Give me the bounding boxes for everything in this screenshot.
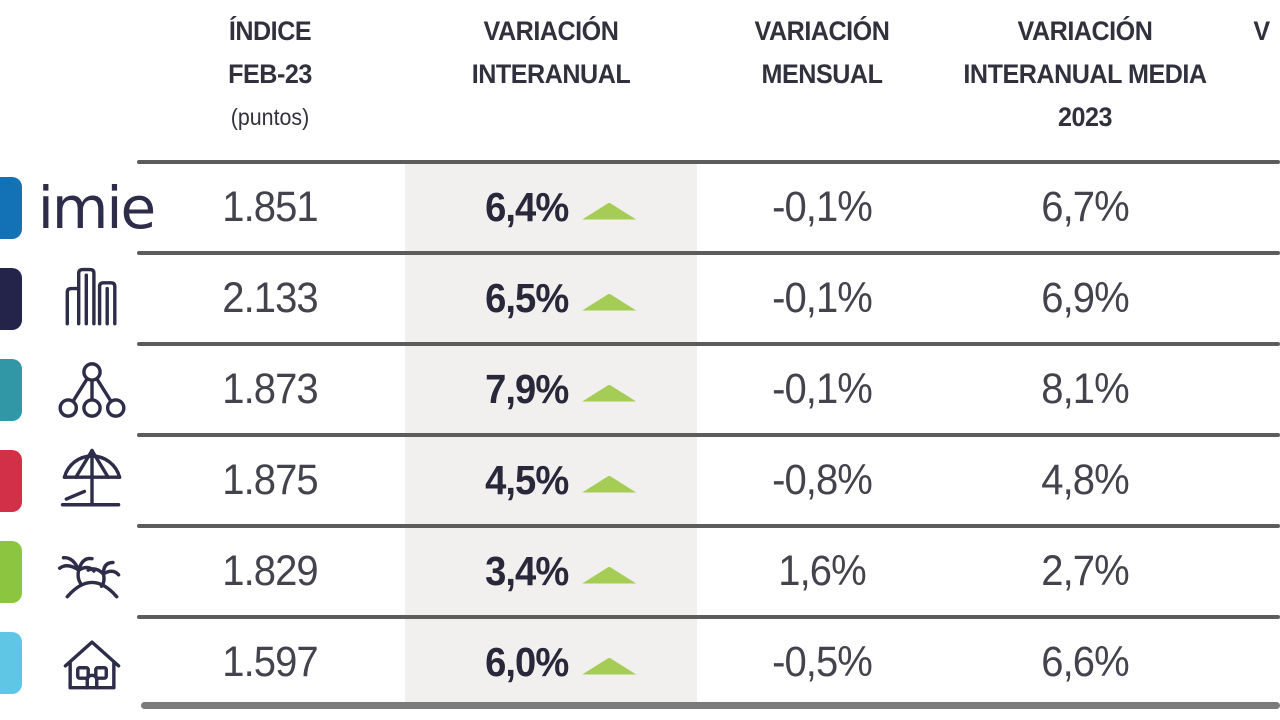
row-rule-4	[137, 524, 1280, 528]
row-rule-1	[137, 251, 1280, 255]
media-value: 4,8%	[1041, 456, 1129, 504]
indice-value: 1.829	[222, 547, 318, 595]
trend-up-triangle-icon	[582, 293, 637, 311]
trend-up-triangle-icon	[582, 475, 637, 493]
mensual-value: -0,5%	[772, 638, 873, 686]
indice-value: 1.597	[222, 638, 318, 686]
trend-up-triangle-icon	[582, 202, 637, 220]
header-indice-line1: ÍNDICE	[228, 16, 312, 46]
segment-color-chip	[0, 177, 22, 239]
mensual-value: -0,1%	[772, 365, 873, 413]
mensual-value: 1,6%	[778, 547, 866, 595]
interanual-cell: 4,5%	[416, 437, 697, 524]
segment-color-chip	[0, 450, 22, 512]
table-row-imie: imie 1.851 6,4% -0,1% 6,7%	[0, 164, 1280, 251]
interanual-value: 7,9%	[485, 366, 569, 412]
mensual-value: -0,1%	[772, 183, 873, 231]
palm-islands-icon	[50, 533, 134, 611]
header-rule	[137, 160, 1280, 164]
indice-value: 1.873	[222, 365, 318, 413]
mensual-value: -0,8%	[772, 456, 873, 504]
interanual-value: 3,4%	[485, 548, 569, 594]
segment-color-chip	[0, 632, 22, 694]
header-indice: ÍNDICE FEB-23 (puntos)	[144, 10, 395, 139]
mensual-value: -0,1%	[772, 274, 873, 322]
header-indice-units: (puntos)	[230, 104, 310, 130]
interanual-cell: 7,9%	[416, 346, 697, 433]
header-mensual-line2: MENSUAL	[761, 59, 883, 89]
house-icon	[50, 624, 134, 702]
row-rule-5	[137, 615, 1280, 619]
network-icon	[50, 351, 134, 429]
interanual-cell: 6,4%	[416, 164, 697, 251]
interanual-value: 6,5%	[485, 275, 569, 321]
segment-color-chip	[0, 359, 22, 421]
header-indice-line2: FEB-23	[228, 59, 312, 89]
row-rule-2	[137, 342, 1280, 346]
city-buildings-icon	[50, 260, 134, 338]
interanual-cell: 3,4%	[416, 528, 697, 615]
header-cutoff-column: V	[1253, 16, 1270, 46]
header-media-line2: INTERANUAL MEDIA	[963, 59, 1207, 89]
table-row-house: 1.597 6,0% -0,5% 6,6%	[0, 619, 1280, 706]
indice-value: 2.133	[222, 274, 318, 322]
header-interanual-line1: VARIACIÓN	[483, 16, 619, 46]
indice-value: 1.851	[222, 183, 318, 231]
table-row-beach: 1.875 4,5% -0,8% 4,8%	[0, 437, 1280, 524]
row-rule-3	[137, 433, 1280, 437]
beach-umbrella-icon	[50, 442, 134, 520]
media-value: 6,9%	[1041, 274, 1129, 322]
interanual-value: 6,0%	[485, 639, 569, 685]
header-media-line1: VARIACIÓN	[1017, 16, 1153, 46]
trend-up-triangle-icon	[582, 384, 637, 402]
segment-color-chip	[0, 268, 22, 330]
header-variacion-media: VARIACIÓN INTERANUAL MEDIA 2023	[950, 10, 1220, 139]
interanual-value: 4,5%	[485, 457, 569, 503]
media-value: 6,7%	[1041, 183, 1129, 231]
segment-color-chip	[0, 541, 22, 603]
media-value: 6,6%	[1041, 638, 1129, 686]
table-row-islands: 1.829 3,4% 1,6% 2,7%	[0, 528, 1280, 615]
header-variacion-mensual: VARIACIÓN MENSUAL	[706, 10, 939, 96]
trend-up-triangle-icon	[582, 657, 637, 675]
interanual-cell: 6,0%	[416, 619, 697, 706]
interanual-value: 6,4%	[485, 184, 569, 230]
trend-up-triangle-icon	[582, 566, 637, 584]
header-mensual-line1: VARIACIÓN	[754, 16, 890, 46]
interanual-cell: 6,5%	[416, 255, 697, 342]
media-value: 2,7%	[1041, 547, 1129, 595]
table-bottom-rule	[141, 702, 1280, 709]
imie-logo: imie	[37, 173, 156, 242]
table-row-city: 2.133 6,5% -0,1% 6,9%	[0, 255, 1280, 342]
header-media-line3: 2023	[1057, 102, 1112, 132]
media-value: 8,1%	[1041, 365, 1129, 413]
header-variacion-interanual: VARIACIÓN INTERANUAL	[415, 10, 687, 96]
table-row-network: 1.873 7,9% -0,1% 8,1%	[0, 346, 1280, 433]
header-interanual-line2: INTERANUAL	[471, 59, 631, 89]
indice-value: 1.875	[222, 456, 318, 504]
